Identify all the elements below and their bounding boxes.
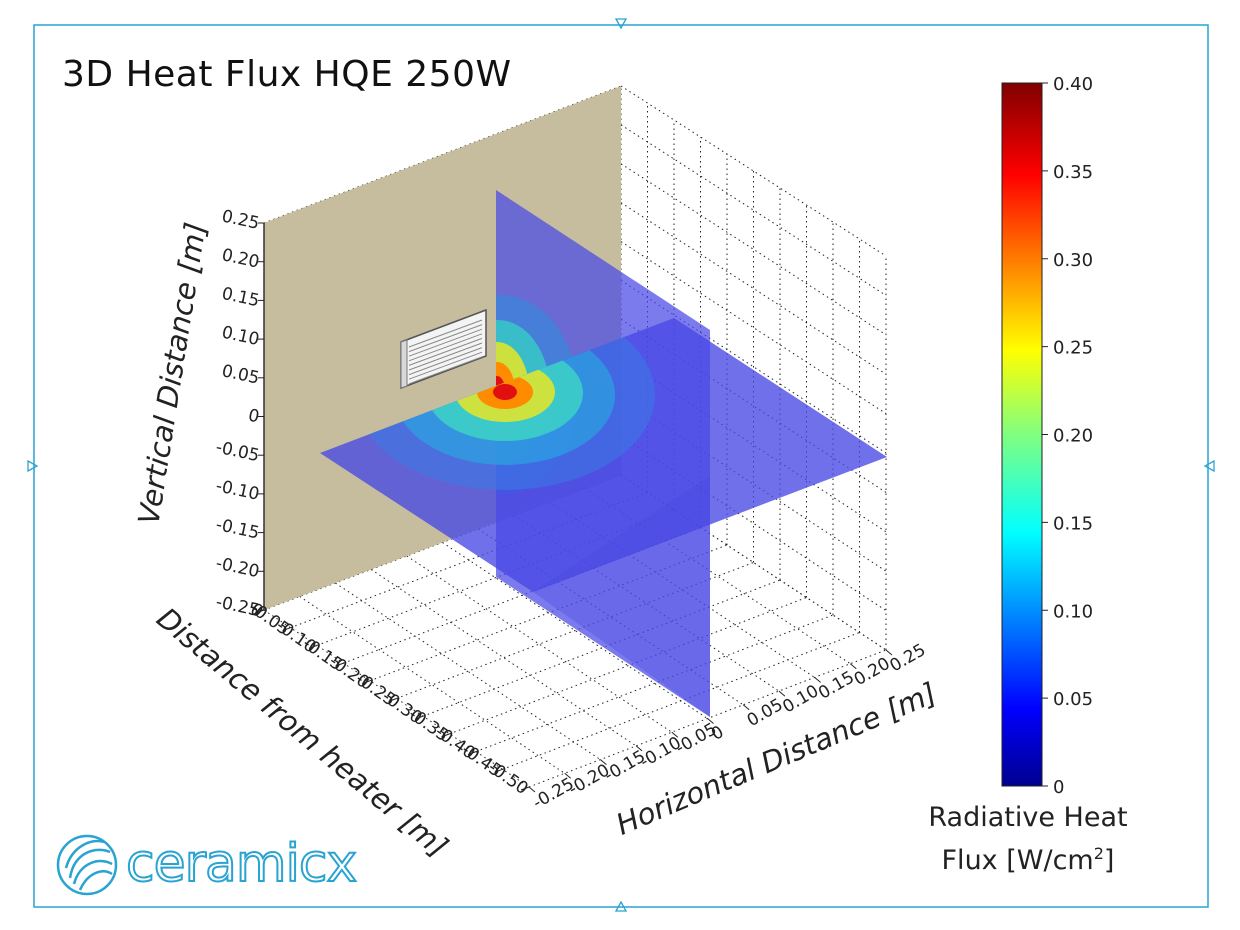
distance-tick-mark <box>255 609 265 614</box>
colorbar-ticks: 0 0.05 0.10 0.15 0.20 0.25 0.30 0.35 0.40 <box>1042 74 1093 798</box>
floor-grid-line <box>502 632 860 770</box>
colorbar-tick-label: 0.30 <box>1053 250 1093 271</box>
vertical-tick-label: -0.05 <box>214 437 261 466</box>
horizontal-tick-mark <box>671 731 679 738</box>
vertical-tick-label: 0 <box>246 406 261 428</box>
colorbar-tick-label: 0.40 <box>1053 74 1093 95</box>
ceramicx-swirl-icon <box>56 834 118 896</box>
frame-marker-bottom <box>614 900 628 912</box>
horizontal-tick-mark <box>564 772 572 779</box>
floor-grid-line <box>475 614 834 753</box>
outer-frame <box>33 24 1209 908</box>
horizontal-tick-mark <box>635 745 643 752</box>
axis-grid <box>263 85 887 788</box>
horizontal-tick-mark <box>528 786 536 793</box>
vertical-plane-lower <box>533 476 710 717</box>
colorbar-label-line1: Radiative Heat <box>928 802 1128 833</box>
distance-tick-mark <box>361 680 371 685</box>
floor-grid-line <box>299 596 565 774</box>
heater-slat <box>408 347 483 376</box>
vertical-tick-label: 0.10 <box>220 323 261 350</box>
horizontal-tick-mark <box>849 663 857 670</box>
horizontal-tick-mark <box>885 649 893 656</box>
colorbar-tick-label: 0.10 <box>1053 601 1093 622</box>
distance-tick-mark <box>388 698 397 702</box>
heater-slat <box>408 333 483 362</box>
heater-slat <box>408 351 483 380</box>
heater-slat <box>408 342 483 371</box>
floor-grid-line <box>316 509 675 646</box>
frame-marker-left <box>27 459 39 473</box>
frame-marker-top <box>614 18 628 30</box>
floor-grid-line <box>449 597 807 735</box>
vertical-tick-label: -0.20 <box>214 553 261 582</box>
heater-slat <box>408 324 483 353</box>
distance-tick-mark <box>282 627 291 632</box>
horizontal-tick-mark <box>600 759 607 765</box>
floor-grid-line <box>335 582 601 761</box>
colorbar-label: Radiative Heat Flux [W/cm2] <box>880 800 1176 879</box>
distance-tick-mark <box>335 662 344 667</box>
vertical-tick-label: -0.10 <box>214 476 261 505</box>
horizontal-tick-mark <box>778 690 786 697</box>
vertical-tick-label: 0.20 <box>220 245 261 272</box>
distance-tick-mark <box>520 786 530 791</box>
ceramicx-logo-text: ceramicx <box>125 833 358 895</box>
colorbar-label-line2: Flux [W/cm <box>941 845 1094 876</box>
heater-element <box>400 308 487 390</box>
floor-grid-line <box>396 562 754 699</box>
horizontal-tick-label: 0.25 <box>887 640 930 676</box>
floor-grid-line <box>290 492 648 629</box>
floor-grid-line <box>263 609 530 788</box>
horizontal-tick-mark <box>707 718 714 724</box>
colorbar-tick-label: 0 <box>1053 777 1064 798</box>
colorbar-tick-label: 0.25 <box>1053 338 1093 359</box>
distance-tick-mark <box>494 768 503 773</box>
floor-grid-line <box>406 555 673 733</box>
colorbar <box>1001 82 1043 787</box>
vertical-axis-label: Vertical Distance [m] <box>131 220 212 527</box>
floor-grid-line <box>369 544 728 682</box>
vertical-tick-label: -0.15 <box>214 515 261 544</box>
distance-tick-label: -0.50 <box>484 757 532 799</box>
colorbar-tick-label: 0.20 <box>1053 426 1093 447</box>
distance-tick-mark <box>414 715 424 720</box>
horizontal-tick-mark <box>742 704 750 711</box>
floor-grid-line <box>442 542 708 719</box>
floor-grid-line <box>370 569 637 747</box>
distance-tick-mark <box>308 644 318 649</box>
colorbar-tick-label: 0.35 <box>1053 162 1093 183</box>
distance-tick-mark <box>467 751 477 756</box>
heater-slat <box>408 337 483 366</box>
heater-slat <box>408 319 483 348</box>
vertical-tick-label: 0.05 <box>220 361 261 388</box>
distance-tick-mark <box>441 733 450 738</box>
heater-slat <box>408 356 483 385</box>
vertical-axis-ticks: 0.25 0.20 0.15 0.10 0.05 0 -0.05 -0.10 -0.15 -0.2… <box>214 206 264 621</box>
colorbar-label-sup: 2 <box>1093 844 1104 863</box>
vertical-tick-label: 0.15 <box>220 284 261 311</box>
chart-title: 3D Heat Flux HQE 250W <box>62 54 512 95</box>
colorbar-tick-label: 0.05 <box>1053 689 1093 710</box>
heater-slat <box>408 328 483 357</box>
colorbar-label-line2-end: ] <box>1103 845 1115 876</box>
frame-marker-right <box>1203 459 1215 473</box>
side-grid-line <box>620 124 887 296</box>
floor-grid-line <box>422 579 781 717</box>
vertical-tick-label: 0.25 <box>220 206 261 233</box>
colorbar-tick-label: 0.15 <box>1053 513 1093 534</box>
horizontal-tick-mark <box>814 677 821 683</box>
